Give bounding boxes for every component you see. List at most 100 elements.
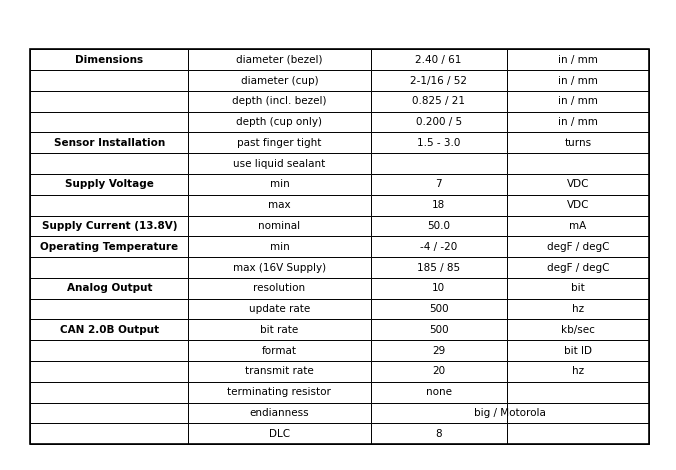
Bar bbox=[507, 70, 649, 91]
Bar bbox=[507, 112, 649, 133]
Text: in / mm: in / mm bbox=[558, 55, 598, 65]
Text: VDC: VDC bbox=[566, 200, 589, 210]
Bar bbox=[188, 91, 370, 112]
Text: none: none bbox=[426, 387, 452, 397]
Bar bbox=[30, 278, 188, 299]
Bar bbox=[30, 153, 188, 174]
Bar bbox=[188, 382, 370, 403]
Text: min: min bbox=[270, 242, 289, 252]
Text: diameter (cup): diameter (cup) bbox=[241, 76, 318, 86]
Bar bbox=[30, 216, 188, 236]
Bar bbox=[30, 49, 188, 70]
Bar bbox=[188, 361, 370, 382]
Text: endianness: endianness bbox=[249, 408, 309, 418]
Text: degF / degC: degF / degC bbox=[547, 263, 609, 273]
Bar bbox=[30, 320, 188, 340]
Text: hz: hz bbox=[572, 304, 584, 314]
Bar bbox=[370, 340, 507, 361]
Bar bbox=[370, 49, 507, 70]
Bar bbox=[370, 299, 507, 320]
Text: 50.0: 50.0 bbox=[427, 221, 450, 231]
Bar bbox=[507, 278, 649, 299]
Text: 1.5 - 3.0: 1.5 - 3.0 bbox=[417, 138, 460, 148]
Text: 500: 500 bbox=[429, 304, 448, 314]
Bar bbox=[30, 174, 188, 195]
Bar bbox=[507, 320, 649, 340]
Bar bbox=[188, 174, 370, 195]
Text: Dimensions: Dimensions bbox=[75, 55, 143, 65]
Bar bbox=[188, 236, 370, 257]
Bar bbox=[370, 70, 507, 91]
Bar bbox=[507, 216, 649, 236]
Text: DLC: DLC bbox=[269, 429, 290, 439]
Bar bbox=[188, 320, 370, 340]
Bar bbox=[370, 236, 507, 257]
Bar bbox=[30, 195, 188, 216]
Bar bbox=[370, 423, 507, 444]
Text: 20: 20 bbox=[432, 367, 445, 376]
Text: kb/sec: kb/sec bbox=[561, 325, 595, 335]
Bar bbox=[507, 361, 649, 382]
Bar bbox=[188, 257, 370, 278]
Bar bbox=[370, 153, 507, 174]
Bar bbox=[507, 49, 649, 70]
Text: 500: 500 bbox=[429, 325, 448, 335]
Text: bit: bit bbox=[571, 283, 585, 293]
Text: 18: 18 bbox=[432, 200, 445, 210]
Text: 29: 29 bbox=[432, 345, 445, 356]
Bar bbox=[507, 382, 649, 403]
Bar bbox=[30, 91, 188, 112]
Text: transmit rate: transmit rate bbox=[245, 367, 314, 376]
Bar bbox=[188, 340, 370, 361]
Bar bbox=[30, 257, 188, 278]
Text: 7: 7 bbox=[435, 180, 442, 189]
Text: 185 / 85: 185 / 85 bbox=[417, 263, 460, 273]
Text: 10: 10 bbox=[432, 283, 445, 293]
Bar bbox=[30, 423, 188, 444]
Bar bbox=[30, 49, 649, 444]
Text: big / Motorola: big / Motorola bbox=[474, 408, 546, 418]
Text: max: max bbox=[268, 200, 291, 210]
Text: turns: turns bbox=[564, 138, 592, 148]
Bar bbox=[370, 91, 507, 112]
Bar bbox=[188, 49, 370, 70]
Bar bbox=[30, 382, 188, 403]
Bar bbox=[507, 174, 649, 195]
Text: bit ID: bit ID bbox=[564, 345, 592, 356]
Text: Supply Voltage: Supply Voltage bbox=[65, 180, 153, 189]
Bar bbox=[370, 320, 507, 340]
Bar bbox=[507, 257, 649, 278]
Text: max (16V Supply): max (16V Supply) bbox=[233, 263, 326, 273]
Bar bbox=[188, 216, 370, 236]
Bar bbox=[370, 133, 507, 153]
Bar bbox=[507, 195, 649, 216]
Text: 8: 8 bbox=[435, 429, 442, 439]
Bar bbox=[188, 153, 370, 174]
Text: diameter (bezel): diameter (bezel) bbox=[236, 55, 322, 65]
Text: -4 / -20: -4 / -20 bbox=[420, 242, 457, 252]
Text: Operating Temperature: Operating Temperature bbox=[40, 242, 178, 252]
Text: CAN 2.0B Output: CAN 2.0B Output bbox=[59, 325, 159, 335]
Bar bbox=[30, 403, 188, 423]
Bar bbox=[30, 236, 188, 257]
Bar bbox=[188, 70, 370, 91]
Bar bbox=[507, 403, 649, 423]
Bar bbox=[188, 133, 370, 153]
Bar bbox=[30, 361, 188, 382]
Text: 2-1/16 / 52: 2-1/16 / 52 bbox=[410, 76, 467, 86]
Text: depth (cup only): depth (cup only) bbox=[237, 117, 322, 127]
Bar bbox=[370, 174, 507, 195]
Text: format: format bbox=[262, 345, 297, 356]
Text: Supply Current (13.8V): Supply Current (13.8V) bbox=[41, 221, 177, 231]
Text: mA: mA bbox=[569, 221, 587, 231]
Text: nominal: nominal bbox=[258, 221, 300, 231]
Bar bbox=[370, 216, 507, 236]
Text: VDC: VDC bbox=[566, 180, 589, 189]
Bar bbox=[188, 299, 370, 320]
Text: 0.825 / 21: 0.825 / 21 bbox=[412, 96, 465, 106]
Text: hz: hz bbox=[572, 367, 584, 376]
Text: Analog Output: Analog Output bbox=[66, 283, 152, 293]
Text: 2.40 / 61: 2.40 / 61 bbox=[416, 55, 462, 65]
Bar bbox=[30, 299, 188, 320]
Text: resolution: resolution bbox=[254, 283, 306, 293]
